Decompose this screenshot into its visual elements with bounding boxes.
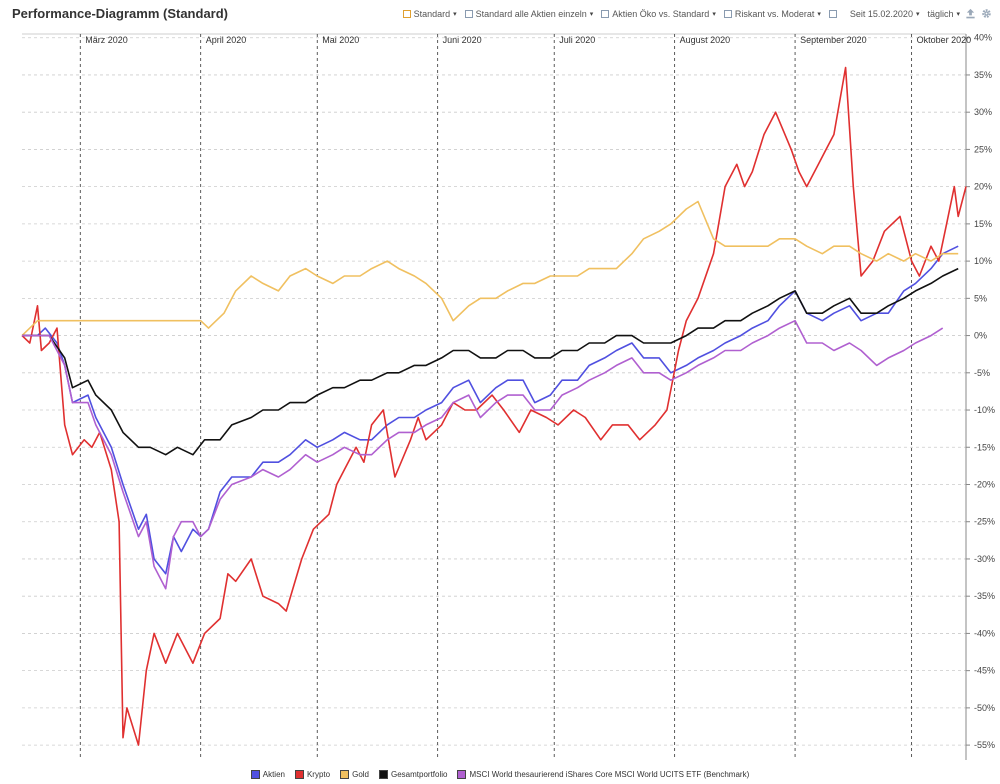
interval-label: täglich [927, 8, 954, 19]
export-icon[interactable] [965, 8, 976, 19]
legend-label: Gold [352, 770, 369, 779]
caret-down-icon: ▾ [589, 10, 594, 18]
caret-down-icon: ▾ [817, 10, 821, 18]
y-tick-label: 20% [974, 182, 992, 192]
caret-down-icon: ▾ [956, 10, 960, 18]
legend-swatch [250, 770, 260, 779]
view-option-eco-vs-standard[interactable]: Aktien Öko vs. Standard ▾ [601, 9, 716, 19]
y-tick-label: -25% [974, 517, 995, 527]
y-tick-label: 30% [974, 107, 992, 117]
y-tick-label: -35% [974, 591, 995, 601]
y-tick-label: 0% [974, 331, 987, 341]
checkbox-icon [828, 9, 837, 18]
caret-down-icon: ▾ [915, 10, 920, 18]
interval-dropdown[interactable]: täglich ▾ [927, 9, 960, 19]
view-option-standard[interactable]: Standard ▾ [402, 8, 457, 19]
legend-label: Aktien [262, 770, 285, 779]
view-option-label: Standard alle Aktien einzeln [475, 8, 587, 19]
caret-down-icon: ▾ [453, 10, 457, 18]
legend-label: Gesamtportfolio [391, 770, 448, 779]
legend-item[interactable]: Gold [340, 770, 369, 779]
x-tick-label: März 2020 [85, 35, 128, 45]
x-tick-label: August 2020 [680, 35, 731, 45]
y-tick-label: -45% [974, 666, 995, 676]
since-date-label: Seit 15.02.2020 [849, 8, 913, 19]
chart-legend: Aktien Krypto Gold Gesamtportfolio MSCI Worl… [0, 770, 1000, 779]
y-tick-label: 25% [974, 144, 992, 154]
x-tick-label: Oktober 2020 [917, 35, 972, 45]
view-option-risky-vs-moderate[interactable]: Riskant vs. Moderat ▾ [723, 8, 821, 19]
legend-item[interactable]: Krypto [294, 770, 331, 779]
legend-item[interactable]: Gesamtportfolio [379, 770, 447, 779]
legend-label: MSCI World thesaurierend iShares Core MS… [469, 770, 750, 779]
series-line-aktien [22, 245, 959, 575]
view-option-label: Standard [413, 8, 451, 19]
legend-label: Krypto [306, 770, 331, 779]
x-tick-label: Juni 2020 [443, 35, 482, 45]
view-option-label: Riskant vs. Moderat [734, 8, 815, 19]
series-line-msci [22, 319, 944, 590]
y-tick-label: 15% [974, 219, 992, 229]
legend-swatch [457, 770, 467, 779]
series-line-krypto [21, 66, 967, 746]
y-tick-label: 40% [974, 33, 992, 43]
view-option-empty[interactable] [828, 9, 840, 18]
y-tick-label: 35% [974, 70, 992, 80]
page-title: Performance-Diagramm (Standard) [12, 6, 228, 21]
checkbox-icon [464, 9, 473, 18]
legend-item[interactable]: MSCI World thesaurierend iShares Core MS… [457, 770, 749, 779]
legend-swatch [340, 770, 350, 779]
chart-toolbar: Standard ▾ Standard alle Aktien einzeln … [395, 8, 992, 19]
y-tick-label: -55% [974, 740, 995, 750]
x-tick-label: Juli 2020 [559, 35, 595, 45]
x-tick-label: September 2020 [800, 35, 867, 45]
x-tick-label: Mai 2020 [322, 35, 359, 45]
view-option-label: Aktien Öko vs. Standard [612, 8, 710, 19]
y-tick-label: 5% [974, 293, 987, 303]
y-tick-label: -20% [974, 479, 995, 489]
y-tick-label: -15% [974, 442, 995, 452]
view-option-all-stocks[interactable]: Standard alle Aktien einzeln ▾ [464, 8, 594, 19]
checkbox-icon [601, 9, 610, 18]
y-tick-label: -50% [974, 703, 995, 713]
y-tick-label: -30% [974, 554, 995, 564]
legend-swatch [294, 770, 304, 779]
checkbox-icon [723, 9, 732, 18]
performance-chart: 40% 35% 30% 25% 20% 15% 10% 5% 0% -5% -10% -15% -20%… [21, 33, 995, 760]
x-tick-label: April 2020 [206, 35, 247, 45]
y-tick-label: -40% [974, 628, 995, 638]
caret-down-icon: ▾ [712, 10, 716, 18]
since-date-dropdown[interactable]: Seit 15.02.2020 ▾ [850, 9, 920, 19]
legend-swatch [379, 770, 388, 779]
series-line-gold [21, 200, 959, 337]
y-tick-label: 10% [974, 256, 992, 266]
series-line-gesamtportfolio [22, 267, 959, 456]
gear-icon[interactable] [981, 8, 992, 19]
y-tick-label: -5% [974, 368, 990, 378]
checkbox-icon [402, 9, 411, 18]
legend-item[interactable]: Aktien [250, 770, 285, 779]
y-tick-label: -10% [974, 405, 995, 415]
